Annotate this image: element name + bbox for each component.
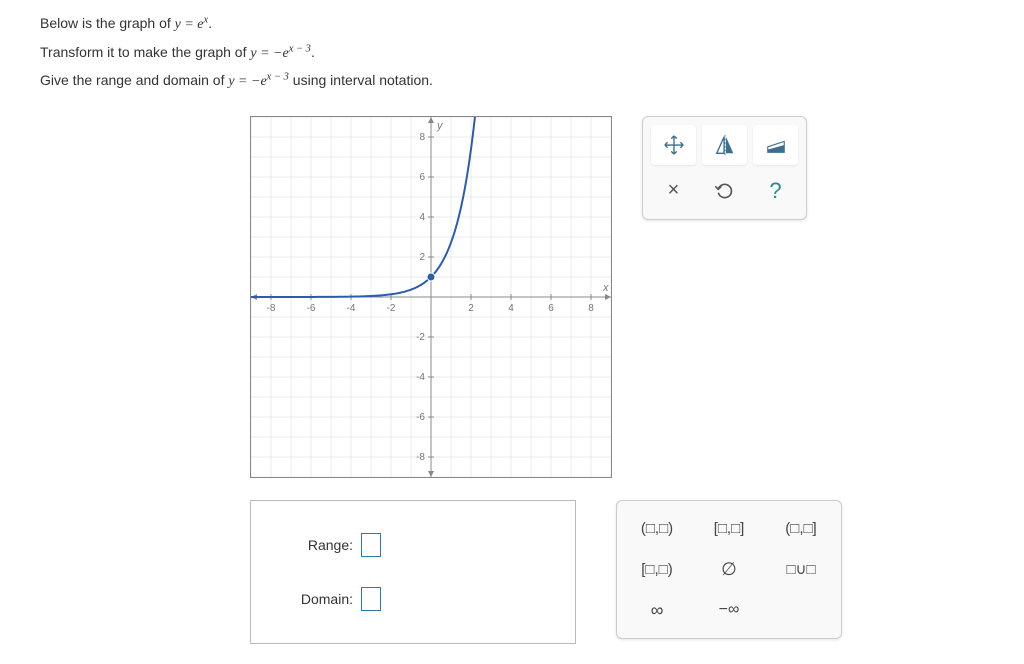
interval-open-closed-button[interactable]: (□,□]	[771, 511, 831, 546]
range-label: Range:	[273, 537, 361, 553]
svg-text:-4: -4	[416, 372, 425, 383]
svg-text:-4: -4	[347, 303, 356, 314]
union-button[interactable]: □∪□	[771, 552, 831, 587]
interval-closed-closed-button[interactable]: [□,□]	[699, 511, 759, 546]
move-tool-button[interactable]	[651, 125, 696, 165]
answer-box: Range: Domain:	[250, 500, 576, 644]
svg-text:8: 8	[419, 132, 425, 143]
svg-text:8: 8	[588, 303, 594, 314]
blank-cell	[771, 593, 831, 628]
problem-statement: Below is the graph of y = ex. Transform …	[40, 10, 984, 96]
svg-text:4: 4	[419, 212, 425, 223]
help-tool-button[interactable]: ?	[753, 171, 798, 211]
svg-text:-6: -6	[307, 303, 316, 314]
domain-label: Domain:	[273, 591, 361, 607]
svg-text:6: 6	[548, 303, 554, 314]
symbol-palette: (□,□) [□,□] (□,□] [□,□) ∅ □∪□ ∞ −∞	[616, 500, 842, 639]
range-input[interactable]	[361, 533, 381, 557]
line3-pre: Give the range and domain of	[40, 72, 228, 88]
svg-text:y: y	[436, 120, 444, 132]
svg-text:6: 6	[419, 172, 425, 183]
domain-input[interactable]	[361, 587, 381, 611]
svg-text:-2: -2	[416, 332, 425, 343]
line2-pre: Transform it to make the graph of	[40, 44, 250, 60]
line1-pre: Below is the graph of	[40, 15, 175, 31]
svg-text:-8: -8	[416, 452, 425, 463]
graph-tools: × ?	[642, 116, 807, 220]
undo-tool-button[interactable]	[702, 171, 747, 211]
fill-tool-button[interactable]	[753, 125, 798, 165]
svg-text:-6: -6	[416, 412, 425, 423]
svg-text:2: 2	[468, 303, 474, 314]
infinity-button[interactable]: ∞	[627, 593, 687, 628]
graph-canvas[interactable]: -8-6-4-22468-8-6-4-22468xy	[250, 116, 612, 478]
empty-set-button[interactable]: ∅	[699, 552, 759, 587]
svg-text:-2: -2	[387, 303, 396, 314]
delete-tool-button[interactable]: ×	[651, 171, 696, 211]
svg-text:2: 2	[419, 252, 425, 263]
neg-infinity-button[interactable]: −∞	[699, 593, 759, 628]
reflect-tool-button[interactable]	[702, 125, 747, 165]
interval-open-open-button[interactable]: (□,□)	[627, 511, 687, 546]
svg-text:-8: -8	[267, 303, 276, 314]
svg-text:4: 4	[508, 303, 514, 314]
svg-text:x: x	[602, 282, 609, 294]
interval-closed-open-button[interactable]: [□,□)	[627, 552, 687, 587]
